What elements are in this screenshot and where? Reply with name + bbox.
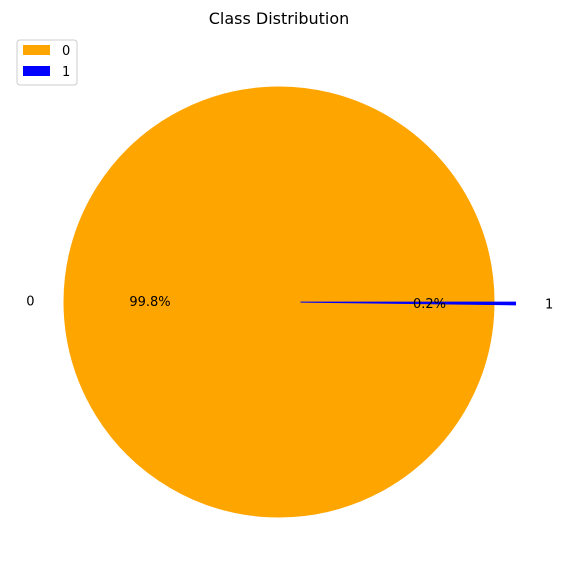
legend-swatch-1 [23,66,50,76]
pie-labels: 0 99.8% 1 0.2% [26,295,553,313]
pie-slice-1 [300,301,517,306]
legend-label-1: 1 [62,65,70,80]
legend-swatch-0 [23,45,50,55]
percent-label-1: 0.2% [413,297,446,312]
slice-label-0: 0 [26,295,34,310]
chart-title: Class Distribution [209,9,350,28]
slice-label-1: 1 [545,298,553,313]
legend: 0 1 [16,39,78,86]
percent-label-0: 99.8% [129,295,170,310]
pie-slice-0 [63,86,495,518]
legend-label-0: 0 [62,44,70,59]
pie-slices [63,86,517,518]
